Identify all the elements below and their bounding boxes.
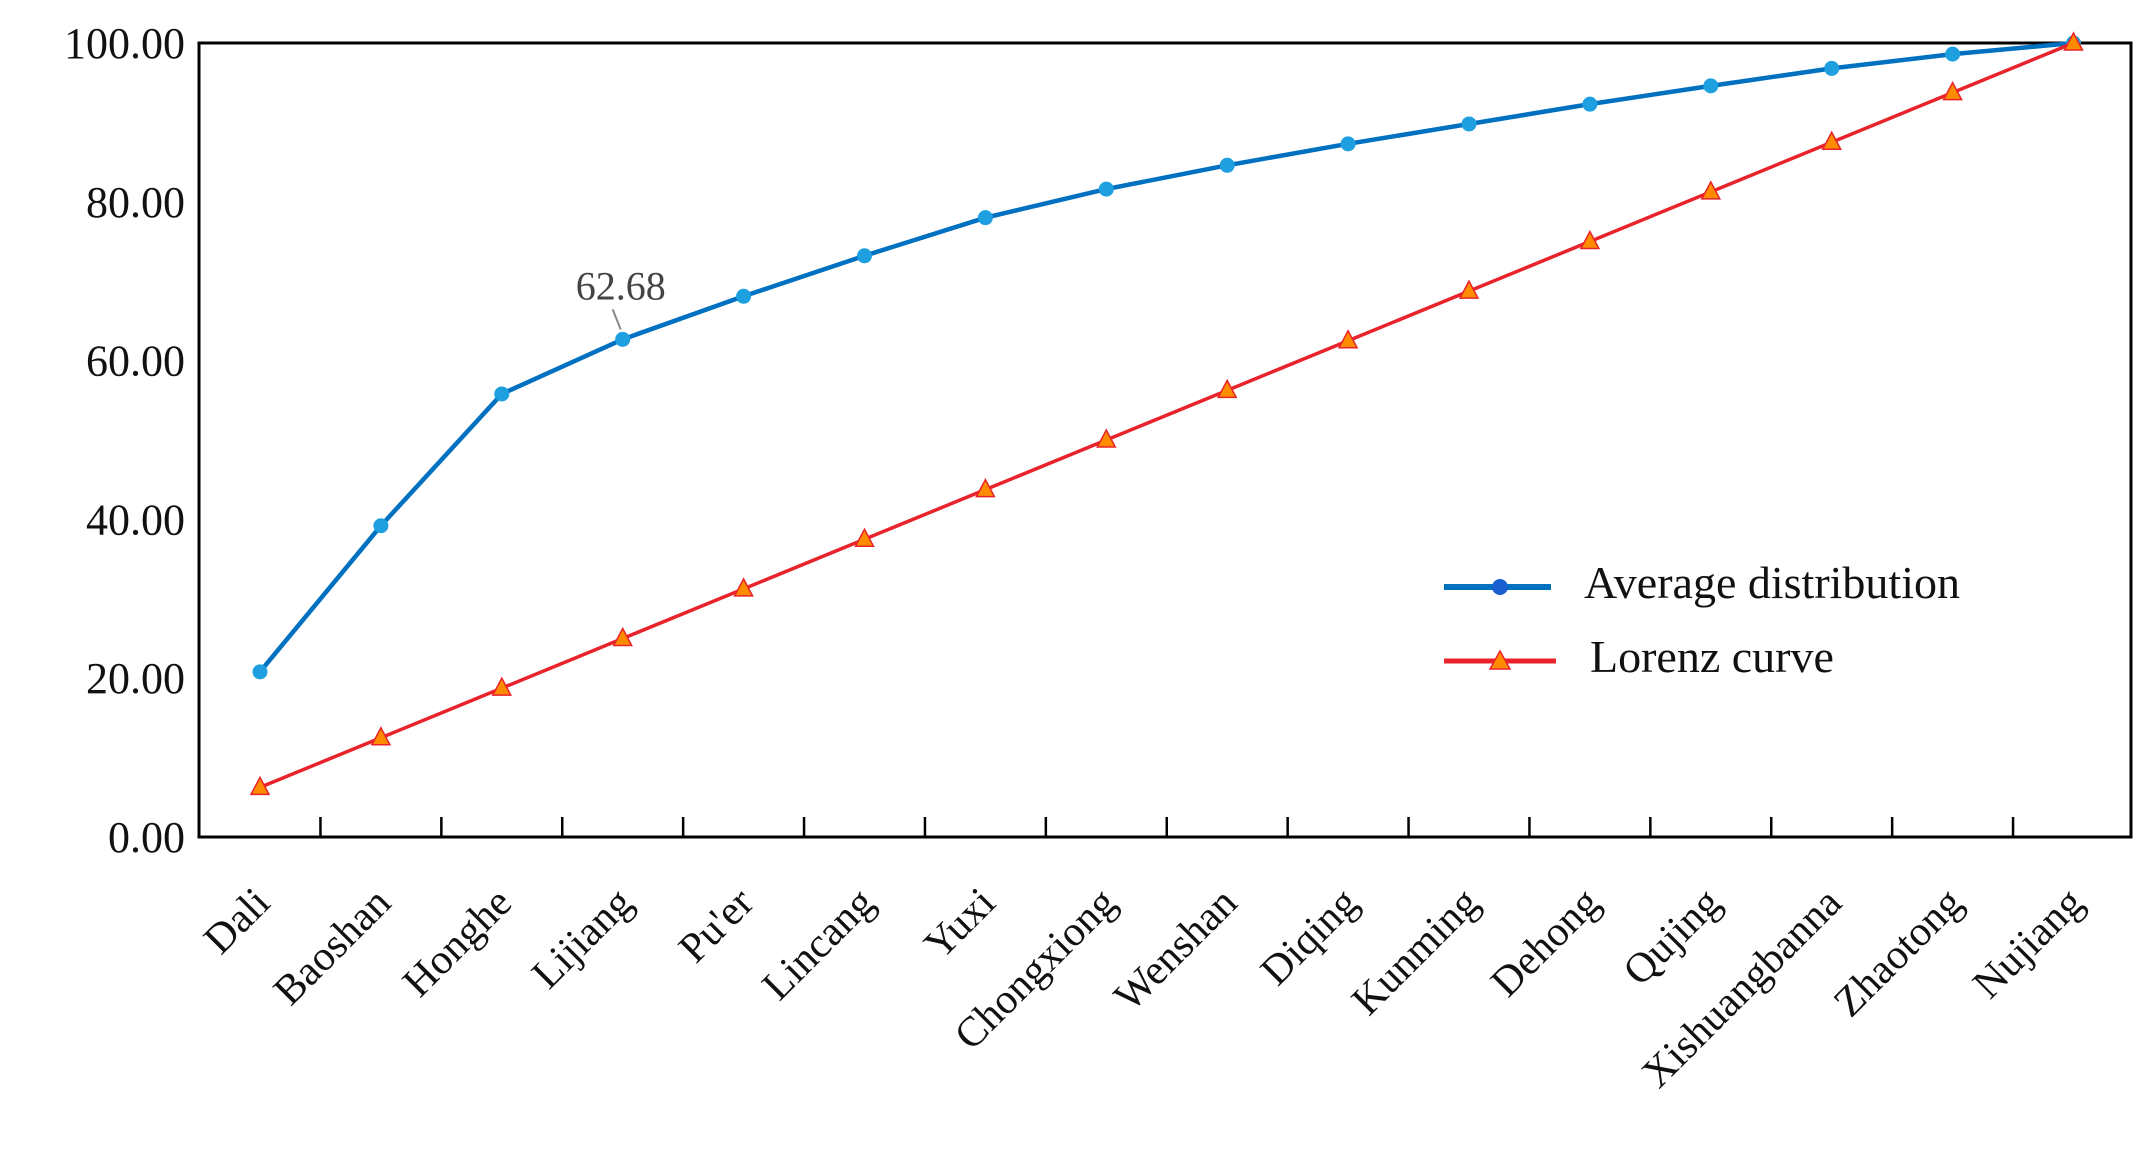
data-point <box>1821 130 1842 150</box>
series-layer: 62.68 <box>249 31 2084 796</box>
y-tick-label: 40.00 <box>86 495 185 544</box>
data-point <box>494 386 510 402</box>
legend-label-average: Average distribution <box>1584 557 1960 608</box>
data-point <box>1098 181 1114 197</box>
data-point <box>854 527 875 547</box>
data-point <box>1700 180 1722 200</box>
series-lorenz-curve <box>249 31 2084 796</box>
x-tick-label: Nujiang <box>1964 880 2092 1008</box>
x-tick-label: Baoshan <box>265 880 400 1015</box>
data-point <box>373 518 389 534</box>
data-point <box>1219 157 1235 173</box>
data-point <box>736 288 752 304</box>
data-point <box>249 775 271 796</box>
x-tick-label: Lijiang <box>523 880 641 998</box>
x-tick-label: Honghe <box>394 880 521 1007</box>
legend-label-lorenz: Lorenz curve <box>1590 631 1834 682</box>
x-tick-label: Kunming <box>1343 880 1488 1025</box>
y-tick-label: 0.00 <box>108 813 185 862</box>
plot-frame <box>197 41 2133 839</box>
data-point <box>857 248 872 264</box>
x-tick-label: Dali <box>195 880 279 964</box>
x-tick-label: Dehong <box>1482 880 1609 1007</box>
x-tick-label: Wenshan <box>1106 880 1247 1021</box>
y-tick-label: 80.00 <box>86 178 185 227</box>
y-tick-label: 100.00 <box>64 19 185 68</box>
legend-marker-lorenz <box>1488 649 1512 670</box>
data-point <box>1458 279 1480 299</box>
x-tick-label: Qujing <box>1615 880 1730 995</box>
data-label: 62.68 <box>576 263 666 308</box>
legend-marker-average <box>1492 579 1508 595</box>
data-point <box>612 626 633 647</box>
data-point <box>1579 229 1601 250</box>
x-tick-label: Lincang <box>754 880 884 1010</box>
data-point <box>1337 329 1359 349</box>
data-point <box>977 210 993 226</box>
data-point <box>1942 81 1963 101</box>
data-point <box>1096 428 1117 448</box>
data-point <box>975 478 996 498</box>
x-tick-label: Yuxi <box>916 880 1005 969</box>
data-point <box>733 577 754 597</box>
data-point <box>1340 136 1356 152</box>
data-point <box>1461 116 1477 132</box>
data-point <box>2063 31 2084 51</box>
x-tick-label: Pu'er <box>670 880 762 972</box>
data-point <box>370 726 392 746</box>
data-point <box>1945 46 1961 62</box>
data-point <box>1582 96 1598 112</box>
data-point <box>252 664 268 680</box>
series-line <box>258 40 2074 674</box>
y-tick-label: 60.00 <box>86 337 185 386</box>
annotation-leader <box>611 308 622 330</box>
data-point <box>1824 60 1840 76</box>
data-point <box>615 331 631 347</box>
data-point <box>1216 378 1238 399</box>
data-point <box>1703 78 1719 94</box>
y-tick-label: 20.00 <box>86 654 185 703</box>
data-point <box>491 676 513 696</box>
series-line <box>259 41 2075 789</box>
legend: Average distribution Lorenz curve <box>1444 557 1960 682</box>
x-tick-label: Diqing <box>1252 880 1367 995</box>
x-tick-label: Zhaotong <box>1825 880 1971 1026</box>
